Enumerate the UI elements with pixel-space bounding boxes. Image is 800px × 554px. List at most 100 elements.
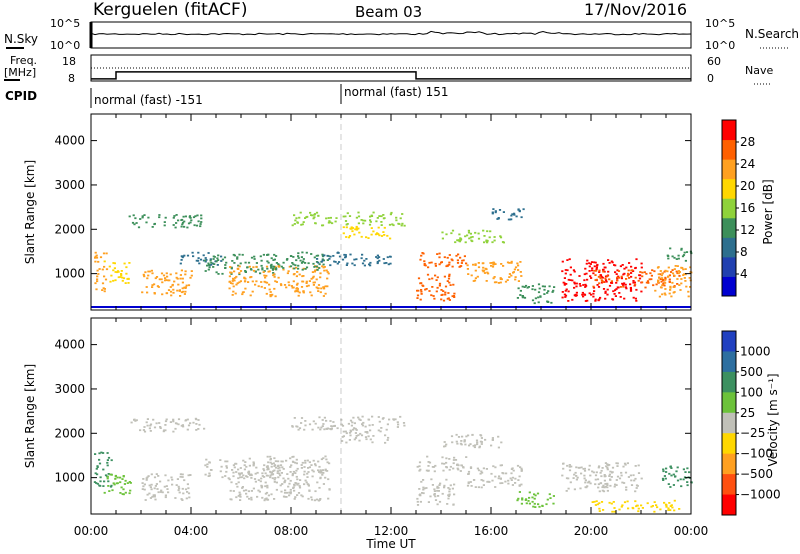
- power-cell: [211, 262, 214, 265]
- velocity-cell: [247, 470, 250, 473]
- velocity-cell: [319, 469, 322, 472]
- velocity-cell: [443, 462, 446, 465]
- velocity-cell: [167, 479, 170, 482]
- velocity-cell: [293, 489, 296, 492]
- power-cell: [155, 276, 159, 278]
- velocity-cell: [651, 505, 654, 507]
- velocity-cell: [594, 504, 597, 506]
- velocity-cell: [427, 461, 430, 463]
- velocity-cell: [300, 422, 303, 424]
- velocity-cell: [450, 435, 454, 438]
- velocity-cell: [254, 480, 257, 483]
- power-cell: [482, 229, 485, 232]
- power-cell: [260, 264, 263, 267]
- power-cell: [673, 268, 676, 270]
- velocity-cell: [445, 457, 448, 460]
- velocity-cell: [186, 428, 189, 431]
- power-cell: [361, 262, 365, 265]
- velocity-cell: [297, 428, 300, 431]
- power-cell: [295, 287, 298, 290]
- velocity-cell: [456, 467, 459, 470]
- power-cell: [112, 269, 115, 272]
- velocity-cell: [197, 419, 200, 421]
- velocity-cell: [238, 472, 241, 475]
- velocity-cell: [402, 422, 406, 424]
- power-cell: [272, 272, 275, 274]
- velocity-cell: [274, 460, 277, 463]
- power-cell: [369, 219, 372, 222]
- power-cell: [96, 275, 99, 278]
- power-cell: [602, 288, 606, 290]
- power-cell: [680, 282, 683, 285]
- velocity-cell: [436, 503, 439, 506]
- velocity-cell: [175, 484, 178, 486]
- power-region-3: [141, 269, 193, 297]
- power-cell: [322, 286, 325, 289]
- power-cell: [633, 284, 636, 287]
- velocity-cell: [96, 466, 99, 468]
- power-cell: [229, 266, 232, 268]
- power-cell: [185, 284, 188, 287]
- velocity-cell: [655, 504, 658, 507]
- velocity-cell: [311, 475, 314, 478]
- power-cell: [563, 283, 566, 286]
- power-cell: [139, 218, 142, 220]
- power-cell: [216, 257, 219, 260]
- power-cell: [469, 236, 472, 239]
- velocity-cell: [264, 485, 267, 488]
- power-cell: [389, 262, 392, 265]
- velocity-cell: [271, 473, 274, 476]
- power-cell: [573, 282, 576, 285]
- power-cell: [428, 290, 431, 292]
- power-cell: [430, 261, 433, 264]
- velocity-cell: [546, 498, 549, 501]
- power-cell: [517, 269, 520, 271]
- velocity-cell: [185, 497, 188, 500]
- velocity-cell: [306, 483, 309, 485]
- power-cell: [661, 277, 664, 279]
- power-cell: [292, 273, 295, 276]
- power-cell: [278, 265, 281, 268]
- velocity-cell: [187, 424, 191, 427]
- velocity-cell: [319, 428, 322, 431]
- power-cell: [200, 214, 203, 217]
- power-cell: [671, 281, 674, 284]
- power-cell: [289, 265, 293, 268]
- velocity-cell: [95, 467, 98, 470]
- velocity-cell: [528, 496, 531, 499]
- velocity-cell: [219, 459, 222, 461]
- velocity-cell: [241, 486, 244, 488]
- velocity-cell: [491, 479, 494, 482]
- power-cell: [175, 214, 178, 216]
- power-cell: [175, 222, 178, 224]
- power-ytick-label: 4000: [54, 134, 85, 148]
- velocity-cell: [149, 423, 153, 426]
- velocity-cell: [176, 478, 179, 480]
- power-cell: [461, 259, 464, 262]
- velocity-cell: [534, 506, 537, 508]
- velocity-cell: [606, 486, 609, 489]
- velocity-cell: [467, 481, 470, 484]
- power-cell: [664, 269, 667, 272]
- velocity-cell: [598, 502, 601, 505]
- power-cell: [383, 262, 386, 265]
- power-cell: [659, 286, 663, 289]
- power-cell: [362, 219, 365, 222]
- velocity-cell: [340, 418, 343, 421]
- power-cell: [663, 292, 666, 295]
- velocity-cell: [467, 473, 470, 475]
- velocity-cell: [359, 432, 362, 435]
- power-cell: [95, 256, 99, 259]
- velocity-cell: [594, 483, 597, 486]
- power-cell: [506, 261, 510, 264]
- velocity-colorbar-swatch: [722, 474, 736, 496]
- power-cell: [638, 274, 641, 277]
- power-cell: [204, 270, 207, 272]
- cpid-segment-1: normal (fast) -151: [94, 93, 203, 107]
- power-cell: [205, 259, 208, 261]
- power-cell: [513, 268, 516, 271]
- power-cell: [515, 215, 518, 218]
- power-cell: [602, 262, 605, 265]
- velocity-cell: [104, 474, 108, 477]
- velocity-cell: [292, 487, 295, 489]
